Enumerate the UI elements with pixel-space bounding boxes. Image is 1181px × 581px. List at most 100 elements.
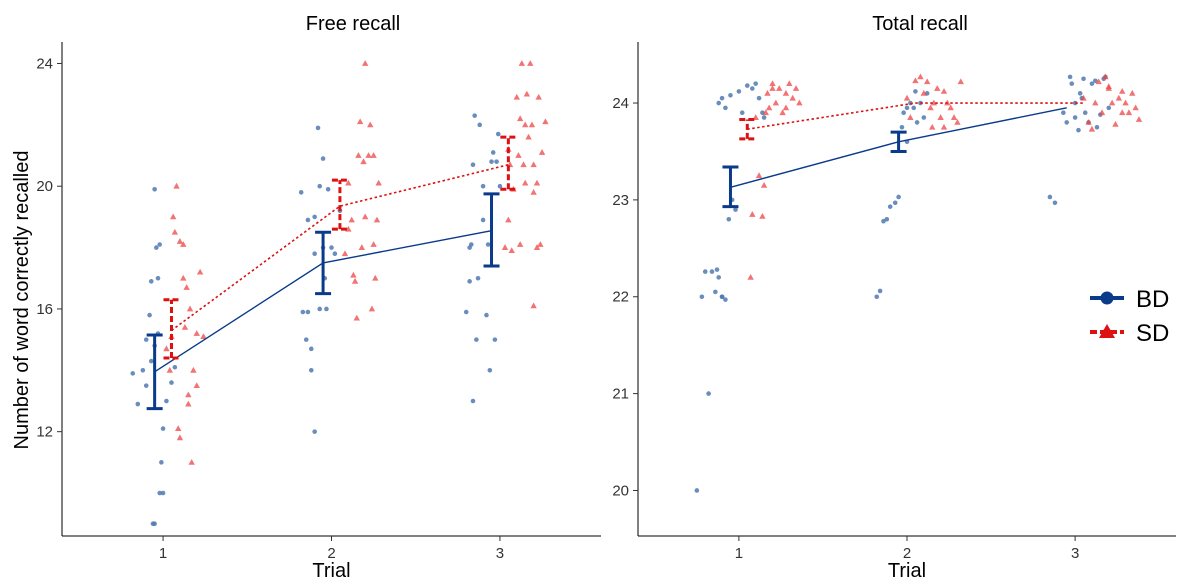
bd-data-point <box>719 294 725 300</box>
bd-data-point <box>877 288 883 294</box>
sd-data-point <box>365 152 372 158</box>
sd-data-point <box>542 118 549 125</box>
legend-key-sd <box>1090 324 1124 338</box>
bd-data-point <box>887 204 893 209</box>
bd-data-point <box>1067 74 1073 80</box>
sd-data-point <box>927 104 934 111</box>
sd-data-point <box>1088 125 1096 132</box>
bd-data-point <box>714 267 720 272</box>
sd-data-point <box>516 241 524 247</box>
bd-data-point <box>480 217 486 223</box>
sd-data-point <box>1095 78 1102 85</box>
sd-data-point <box>934 85 941 91</box>
bd-data-point <box>1106 105 1112 111</box>
sd-data-point <box>917 73 924 80</box>
sd-data-point <box>348 216 355 223</box>
sd-data-point <box>163 345 170 352</box>
bd-data-point <box>874 294 880 300</box>
sd-data-point <box>1122 99 1129 106</box>
sd-data-point <box>188 458 195 465</box>
sd-data-point <box>940 88 948 94</box>
sd-data-point <box>175 425 182 432</box>
bd-data-point <box>463 309 469 315</box>
sd-error-bar <box>163 298 180 360</box>
sd-data-point <box>1092 99 1099 106</box>
bd-data-point <box>709 269 715 274</box>
sd-data-point <box>176 434 184 441</box>
sd-data-point <box>518 60 526 66</box>
bd-data-point <box>147 312 152 318</box>
bd-data-point <box>744 83 750 88</box>
bd-data-point <box>884 216 890 222</box>
sd-data-point <box>796 99 803 106</box>
bd-data-point <box>305 309 311 315</box>
bd-data-point <box>159 460 164 465</box>
x-tick-label: 3 <box>1071 545 1079 562</box>
bd-data-point <box>300 309 306 315</box>
sd-data-point <box>530 188 537 195</box>
bd-data-point <box>750 86 755 91</box>
x-tick-label: 2 <box>327 545 335 562</box>
sd-data-point <box>200 333 207 339</box>
sd-data-point <box>755 172 763 179</box>
sd-data-point <box>779 109 786 116</box>
sd-data-point <box>1102 73 1109 80</box>
sd-data-point <box>351 277 359 284</box>
bd-data-point <box>308 368 314 373</box>
sd-data-point <box>361 213 369 220</box>
bd-data-point <box>921 115 927 120</box>
sd-data-point <box>937 114 944 120</box>
bd-data-point <box>713 289 718 295</box>
bd-data-point <box>160 490 166 496</box>
bd-data-point <box>753 81 758 86</box>
y-tick-label: 12 <box>36 424 53 441</box>
sd-data-point <box>180 274 187 281</box>
sd-data-point <box>516 115 524 122</box>
bd-data-point <box>756 95 762 101</box>
bd-data-point <box>492 337 498 342</box>
sd-data-point <box>372 274 379 281</box>
y-axis-label: Number of word correctly recalled <box>11 151 33 450</box>
sd-data-point <box>505 216 512 223</box>
sd-data-point <box>776 85 783 91</box>
bd-data-point <box>1052 200 1058 206</box>
sd-data-point <box>769 80 776 87</box>
legend-label-sd: SD <box>1136 320 1169 347</box>
bd-data-point <box>723 297 728 302</box>
bd-error-bar <box>315 230 332 296</box>
bd-data-point <box>494 159 499 164</box>
bd-data-point <box>497 183 503 189</box>
bd-data-point <box>899 124 905 130</box>
sd-data-point <box>762 109 769 116</box>
sd-data-point <box>530 302 537 309</box>
sd-data-point <box>950 114 958 120</box>
sd-data-point <box>186 305 194 312</box>
sd-data-point <box>185 391 192 398</box>
y-tick-label: 24 <box>612 95 629 112</box>
bd-data-point <box>726 216 732 222</box>
bd-data-point <box>298 190 304 195</box>
sd-data-point <box>957 78 964 85</box>
bd-data-point <box>706 391 711 396</box>
bd-data-point <box>169 380 174 385</box>
bd-data-point <box>474 337 479 342</box>
sd-data-point <box>501 244 509 250</box>
bd-data-point <box>901 110 906 116</box>
sd-data-point <box>765 104 773 111</box>
sd-data-point <box>923 78 931 85</box>
sd-data-point <box>1135 116 1143 122</box>
bd-data-point <box>1082 110 1088 116</box>
sd-error-bar <box>500 135 517 191</box>
bd-data-point <box>164 398 169 404</box>
sd-data-point <box>368 305 376 312</box>
sd-data-point <box>196 268 204 275</box>
sd-data-point <box>1105 83 1112 89</box>
bd-data-point <box>1047 194 1053 200</box>
x-tick-label: 1 <box>735 545 743 562</box>
bd-data-point <box>172 364 178 370</box>
bd-data-point <box>495 131 501 137</box>
bd-data-point <box>914 120 920 125</box>
bd-data-point <box>1093 78 1098 84</box>
sd-data-point <box>1112 120 1119 127</box>
